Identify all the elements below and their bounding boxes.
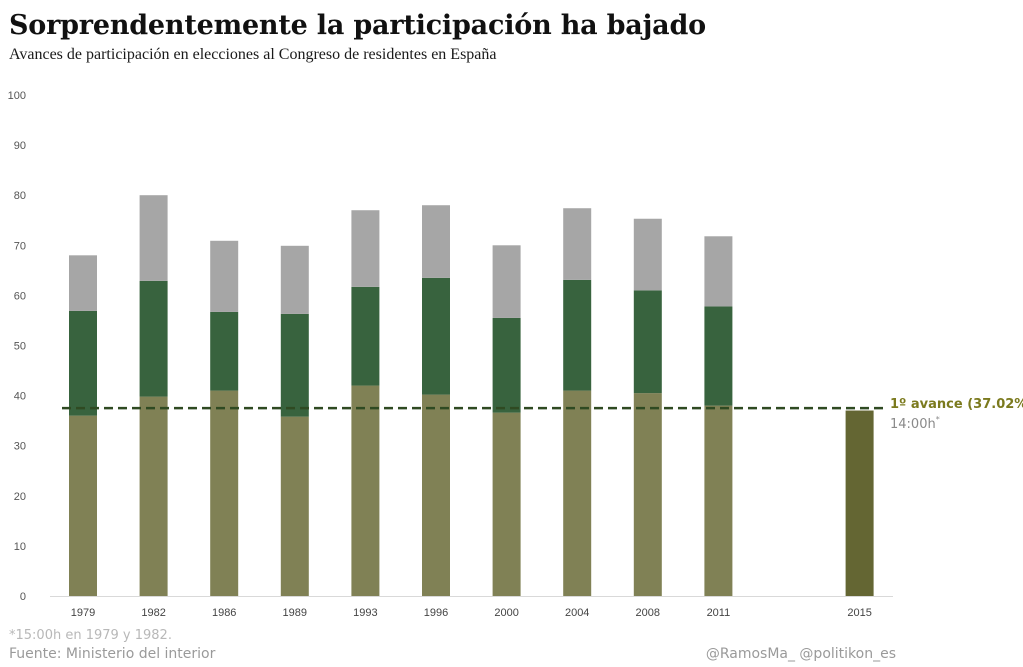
y-tick-label: 60 xyxy=(14,290,26,302)
y-tick-label: 50 xyxy=(14,341,26,353)
x-tick-label: 2000 xyxy=(494,607,518,619)
x-tick-label: 1986 xyxy=(212,607,236,619)
y-tick-label: 20 xyxy=(14,491,26,503)
bar-segment-1996-2 xyxy=(422,277,450,395)
bar-segment-2000-2 xyxy=(492,317,521,413)
x-tick-label: 2004 xyxy=(565,607,589,619)
bar-segment-1996-1 xyxy=(422,394,450,596)
footnote: *15:00h en 1979 y 1982. xyxy=(9,628,172,643)
bars xyxy=(69,195,874,596)
y-tick-label: 10 xyxy=(14,541,26,553)
bar-segment-1989-1 xyxy=(280,416,309,596)
author-credit: @RamosMa_ @politikon_es xyxy=(705,646,896,662)
x-tick-label: 2011 xyxy=(707,607,731,619)
annotation-sublabel: 14:00h* xyxy=(890,415,940,432)
bar-segment-1996-3 xyxy=(422,205,450,278)
x-tick-label: 1989 xyxy=(283,607,307,619)
bar-segment-2004-3 xyxy=(563,208,592,280)
bar-segment-2000-3 xyxy=(492,245,521,318)
x-tick-label: 1996 xyxy=(424,607,448,619)
y-tick-label: 0 xyxy=(20,591,26,603)
bar-segment-1993-1 xyxy=(351,385,380,596)
bar-segment-1979-3 xyxy=(69,255,97,311)
bar-segment-1979-1 xyxy=(69,415,97,596)
bar-segment-1986-3 xyxy=(210,240,239,312)
bar-segment-2008-2 xyxy=(633,290,662,394)
bar-segment-1986-1 xyxy=(210,390,239,596)
y-tick-label: 100 xyxy=(8,90,26,102)
y-tick-label: 40 xyxy=(14,391,26,403)
x-tick-label: 2015 xyxy=(847,607,871,619)
bar-segment-2008-1 xyxy=(633,393,662,596)
bar-segment-1982-1 xyxy=(139,396,168,596)
x-tick-label: 2008 xyxy=(636,607,660,619)
bar-segment-2004-1 xyxy=(563,390,592,596)
y-tick-label: 30 xyxy=(14,441,26,453)
x-tick-label: 1982 xyxy=(141,607,165,619)
bar-segment-1989-3 xyxy=(280,245,309,314)
source-note: Fuente: Ministerio del interior xyxy=(9,646,216,662)
y-axis: 0 10 20 30 40 50 60 70 80 90 100 xyxy=(8,90,26,603)
y-tick-label: 80 xyxy=(14,190,26,202)
bar-segment-2000-1 xyxy=(492,412,521,596)
chart-title: Sorprendentemente la participación ha ba… xyxy=(9,10,706,41)
bar-segment-1986-2 xyxy=(210,311,239,391)
x-axis: 1979 1982 1986 1989 1993 1996 2000 2004 2008 2011… xyxy=(50,596,893,619)
reference-overlay: 1º avance (37.02%) 14:00h* xyxy=(62,397,1023,432)
annotation-label: 1º avance (37.02%) xyxy=(890,397,1023,412)
bar-segment-1993-2 xyxy=(351,286,380,386)
bar-segment-2015-1 xyxy=(845,410,874,596)
bar-segment-1993-3 xyxy=(351,210,380,287)
bar-segment-2008-3 xyxy=(633,218,662,291)
bar-segment-2004-2 xyxy=(563,279,592,391)
x-tick-label: 1979 xyxy=(71,607,95,619)
bar-segment-1989-2 xyxy=(280,313,309,417)
chart-subtitle: Avances de participación en elecciones a… xyxy=(9,46,497,63)
bar-segment-2011-2 xyxy=(704,306,733,406)
y-tick-label: 70 xyxy=(14,240,26,252)
x-tick-label: 1993 xyxy=(353,607,377,619)
bar-segment-2011-1 xyxy=(704,405,733,596)
bar-segment-1982-3 xyxy=(139,195,168,281)
y-tick-label: 90 xyxy=(14,140,26,152)
bar-segment-1979-2 xyxy=(69,310,97,416)
annotation-sublabel-marker: * xyxy=(936,415,940,424)
bar-segment-2011-3 xyxy=(704,236,733,307)
bar-segment-1982-2 xyxy=(139,280,168,397)
